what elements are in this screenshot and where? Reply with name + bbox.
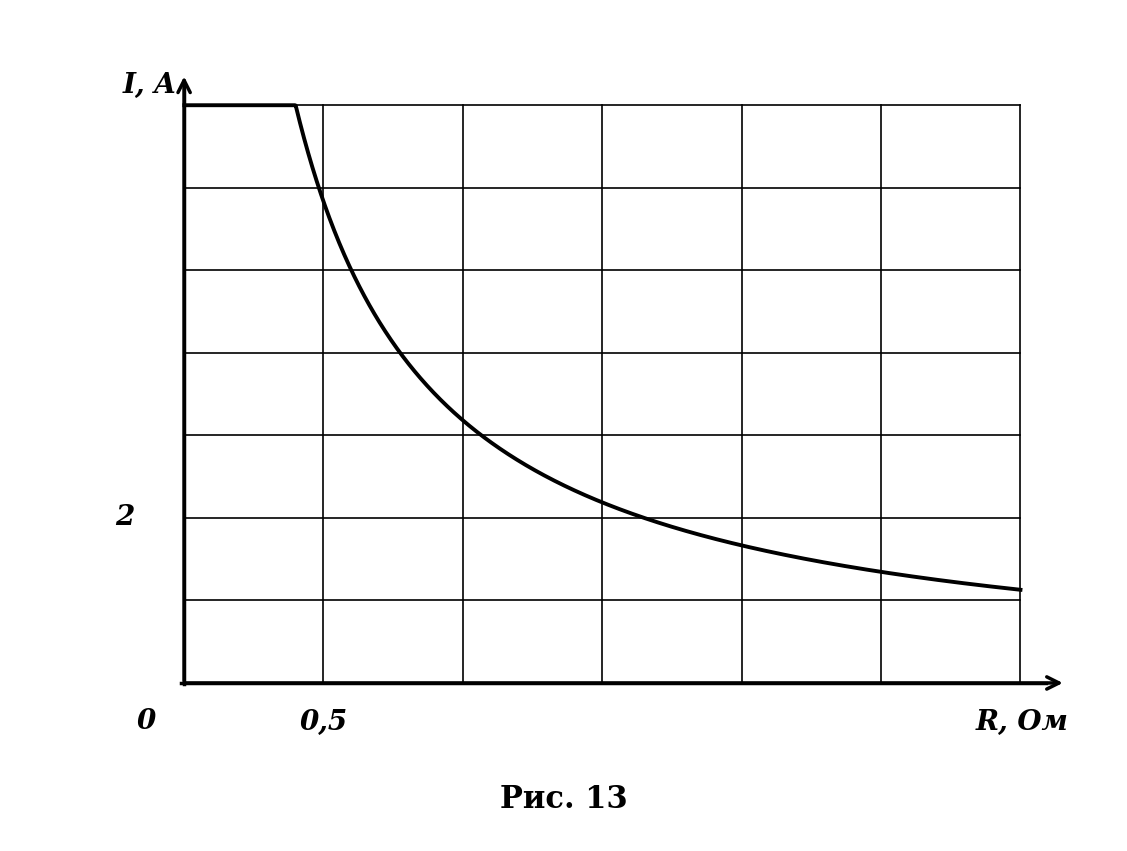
Text: 2: 2 [115, 505, 134, 531]
Text: 0,5: 0,5 [300, 710, 347, 736]
Text: I, A: I, A [123, 71, 177, 99]
Text: 0: 0 [137, 708, 157, 734]
Text: Рис. 13: Рис. 13 [499, 785, 628, 815]
Text: R, Ом: R, Ом [975, 710, 1068, 736]
